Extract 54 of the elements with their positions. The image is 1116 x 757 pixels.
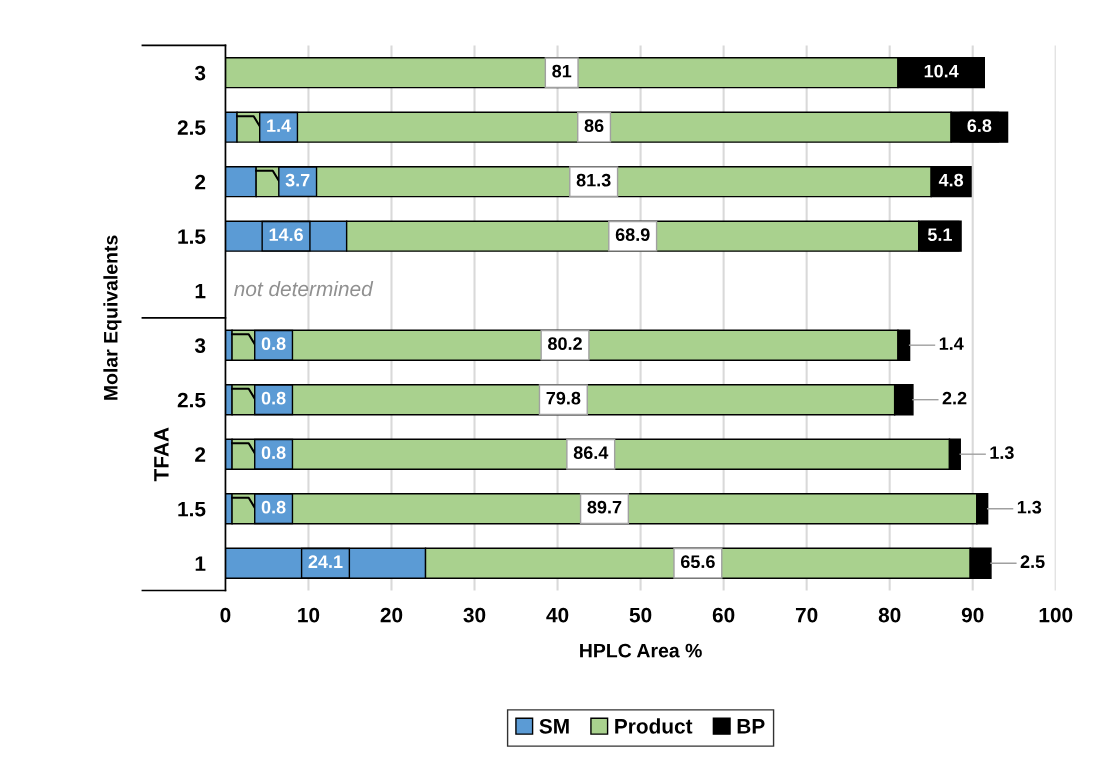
data-label: 2.5	[1020, 555, 1045, 569]
data-label: 4.8	[938, 173, 964, 187]
data-label: 6.8	[967, 119, 992, 133]
data-label: 10.4	[924, 64, 959, 78]
y-tick-label: 1	[195, 556, 206, 571]
y-tick-label: 1	[195, 283, 206, 299]
y-tick-label: 1.5	[178, 501, 206, 517]
data-label: 3.7	[285, 173, 310, 187]
y-tick-label: 2	[195, 174, 206, 190]
y-axis-title: Molar Equivalents	[103, 235, 122, 400]
x-tick-label: 70	[795, 607, 818, 623]
data-label: 86	[584, 119, 604, 133]
data-label: 0.8	[261, 500, 286, 514]
x-tick-label: 60	[712, 607, 735, 623]
data-label: 0.8	[261, 391, 286, 405]
x-tick-label: 40	[546, 607, 569, 623]
data-label: 5.1	[927, 228, 952, 242]
data-label: 65.6	[680, 555, 715, 569]
data-label: 80.2	[548, 337, 582, 351]
legend-label: SM	[539, 718, 569, 734]
data-label: 81	[552, 64, 572, 78]
x-tick-label: 0	[220, 607, 231, 623]
data-label: 89.7	[587, 500, 622, 514]
y-tick-label: 2.5	[177, 120, 206, 135]
data-label: 1.3	[1017, 500, 1042, 514]
data-label: 0.8	[261, 337, 286, 351]
x-tick-label: 20	[380, 607, 403, 623]
x-tick-label: 10	[298, 607, 320, 623]
x-tick-label: 30	[463, 607, 486, 623]
legend-label: Product	[615, 718, 693, 734]
data-label: 1.4	[267, 119, 292, 132]
data-label: 68.9	[615, 228, 650, 242]
y-tick-label: 3	[194, 338, 206, 353]
data-label: 24.1	[308, 555, 343, 568]
x-tick-label: 90	[961, 607, 984, 623]
data-label: 14.6	[269, 228, 303, 242]
x-axis-title: HPLC Area %	[580, 643, 702, 658]
data-label: 81.3	[576, 173, 611, 187]
y-tick-label: 2	[195, 447, 206, 462]
y-tick-label: 2.5	[177, 392, 206, 408]
x-tick-label: 100	[1039, 607, 1073, 623]
annotation: not determined	[234, 280, 374, 297]
data-label: 1.3	[990, 446, 1014, 460]
data-label: 0.8	[261, 446, 286, 460]
data-label: 1.4	[939, 337, 964, 350]
data-label: 86.4	[573, 446, 609, 460]
y-tick-label: 1.5	[178, 229, 206, 244]
data-label: 2.2	[942, 391, 967, 405]
x-tick-label: 50	[629, 607, 652, 623]
legend-label: BP	[737, 719, 765, 734]
y-tick-label: 3	[194, 65, 206, 81]
text: TFAA	[154, 427, 169, 482]
data-label: 79.8	[546, 391, 581, 405]
x-tick-label: 80	[878, 607, 901, 623]
